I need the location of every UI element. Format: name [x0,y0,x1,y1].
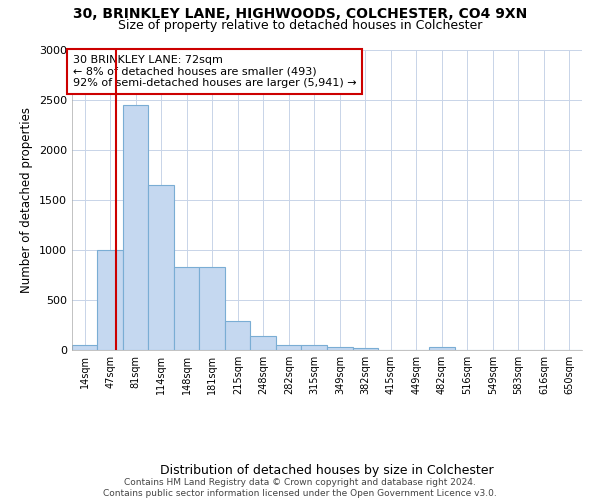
Bar [97,250,123,350]
Bar [123,105,148,350]
Text: Contains HM Land Registry data © Crown copyright and database right 2024.
Contai: Contains HM Land Registry data © Crown c… [103,478,497,498]
Text: 30, BRINKLEY LANE, HIGHWOODS, COLCHESTER, CO4 9XN: 30, BRINKLEY LANE, HIGHWOODS, COLCHESTER… [73,8,527,22]
Bar [301,345,328,350]
Bar [277,344,301,350]
Bar [174,267,199,350]
Bar [328,347,353,350]
Bar [148,185,174,350]
Text: Size of property relative to detached houses in Colchester: Size of property relative to detached ho… [118,19,482,32]
Text: 30 BRINKLEY LANE: 72sqm
← 8% of detached houses are smaller (493)
92% of semi-de: 30 BRINKLEY LANE: 72sqm ← 8% of detached… [73,55,356,88]
Y-axis label: Number of detached properties: Number of detached properties [20,107,34,293]
Bar [199,267,225,350]
Bar [72,344,97,350]
Bar [353,348,377,350]
Bar [429,347,455,350]
X-axis label: Distribution of detached houses by size in Colchester: Distribution of detached houses by size … [160,464,494,476]
Bar [250,336,277,350]
Bar [225,321,250,350]
